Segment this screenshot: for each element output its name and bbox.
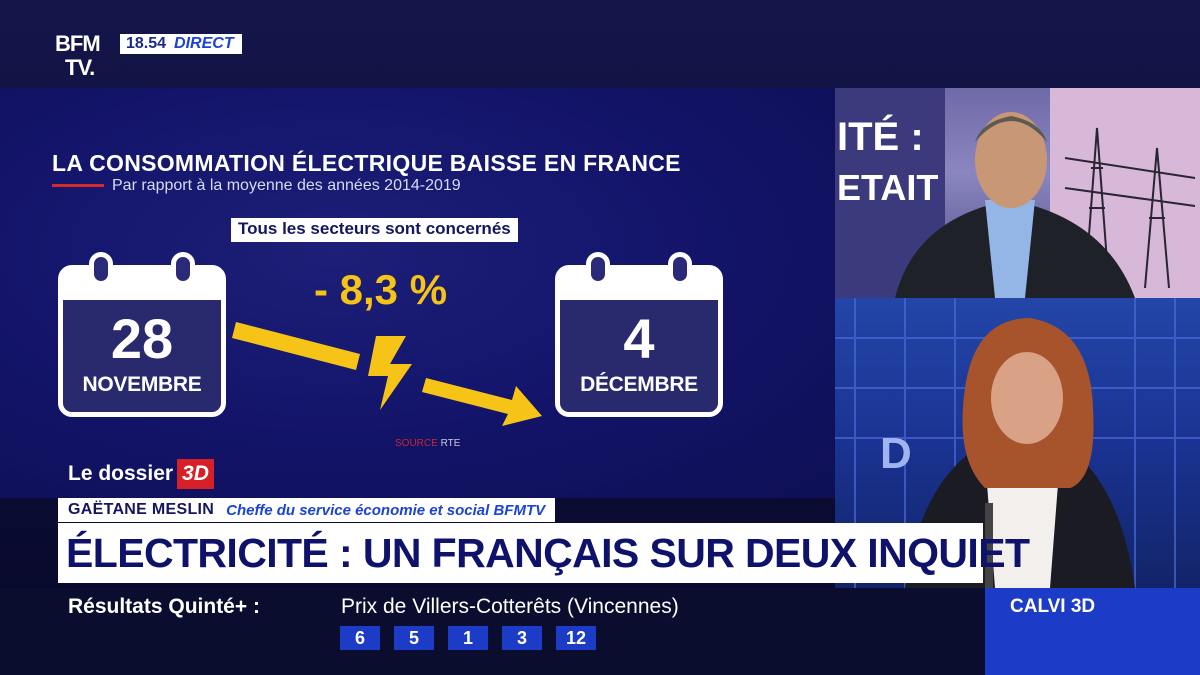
- logo-line-1: BFM: [55, 31, 101, 56]
- calendar-from-day: 28: [110, 307, 174, 370]
- segment-badge: 3D: [177, 459, 214, 489]
- graphic-title: LA CONSOMMATION ÉLECTRIQUE BAISSE EN FRA…: [52, 150, 681, 176]
- ticker-label-text: Résultats Quinté+: [68, 595, 248, 618]
- next-show-panel: [985, 588, 1200, 675]
- calendar-ring-icon: [171, 252, 195, 286]
- ticker-label: Résultats Quinté+ :: [68, 595, 260, 618]
- calendar-ring-icon: [668, 252, 692, 286]
- result-number: 1: [448, 626, 488, 650]
- trend-arrow-icon: [232, 322, 542, 426]
- guest-name-strap: GAËTANE MESLIN Cheffe du service économi…: [58, 498, 556, 522]
- source-credit: SOURCE RTE: [395, 438, 460, 449]
- segment-label: Le dossier: [68, 462, 174, 485]
- calendar-ring-icon: [586, 252, 610, 286]
- live-clock: 18.54 DIRECT: [120, 34, 242, 54]
- percent-change: - 8,3 %: [314, 266, 448, 313]
- ticker-numbers: 6 5 1 3 12: [340, 626, 596, 650]
- calendar-to-month: DÉCEMBRE: [580, 373, 698, 396]
- guest-role: Cheffe du service économie et social BFM…: [226, 501, 546, 519]
- headline-banner: ÉLECTRICITÉ : UN FRANÇAIS SUR DEUX INQUI…: [58, 523, 1030, 583]
- source-label: SOURCE: [395, 438, 438, 449]
- calendar-to-day: 4: [623, 307, 655, 370]
- graphic-subtitle: Par rapport à la moyenne des années 2014…: [112, 177, 461, 194]
- studio-camera-host: ITÉ : ETAIT: [835, 88, 1200, 298]
- calendar-header: [63, 270, 221, 300]
- guest-name: GAËTANE MESLIN: [68, 501, 215, 518]
- svg-text:ITÉ :: ITÉ :: [837, 114, 924, 159]
- calendar-from: 28 NOVEMBRE: [58, 252, 226, 417]
- title-underline: [52, 184, 104, 187]
- logo-line-2: TV.: [65, 55, 95, 80]
- ticker-bar: [0, 588, 985, 675]
- result-number: 12: [556, 626, 596, 650]
- host-video-feed: ITÉ : ETAIT: [835, 88, 1200, 298]
- infographic-panel: LA CONSOMMATION ÉLECTRIQUE BAISSE EN FRA…: [0, 88, 835, 498]
- calendar-from-month: NOVEMBRE: [82, 373, 202, 396]
- result-number: 5: [394, 626, 434, 650]
- live-label: DIRECT: [174, 35, 234, 52]
- clock-time: 18.54: [126, 35, 167, 52]
- svg-text:ETAIT: ETAIT: [837, 167, 938, 208]
- result-number: 6: [340, 626, 380, 650]
- segment-tag: Le dossier 3D: [68, 459, 214, 489]
- calendar-header: [560, 270, 718, 300]
- result-number: 3: [502, 626, 542, 650]
- lightning-icon: [368, 336, 412, 410]
- bfmtv-logo: BFM TV.: [55, 32, 117, 84]
- ticker-race: Prix de Villers-Cotterêts (Vincennes): [341, 595, 679, 618]
- calendar-to: 4 DÉCEMBRE: [555, 252, 723, 417]
- sectors-label: Tous les secteurs sont concernés: [231, 218, 518, 242]
- calendar-ring-icon: [89, 252, 113, 286]
- microphone-icon: [985, 503, 993, 588]
- source-name: RTE: [440, 438, 461, 449]
- next-show-title: CALVI 3D: [1010, 596, 1096, 617]
- svg-text:D: D: [880, 429, 912, 478]
